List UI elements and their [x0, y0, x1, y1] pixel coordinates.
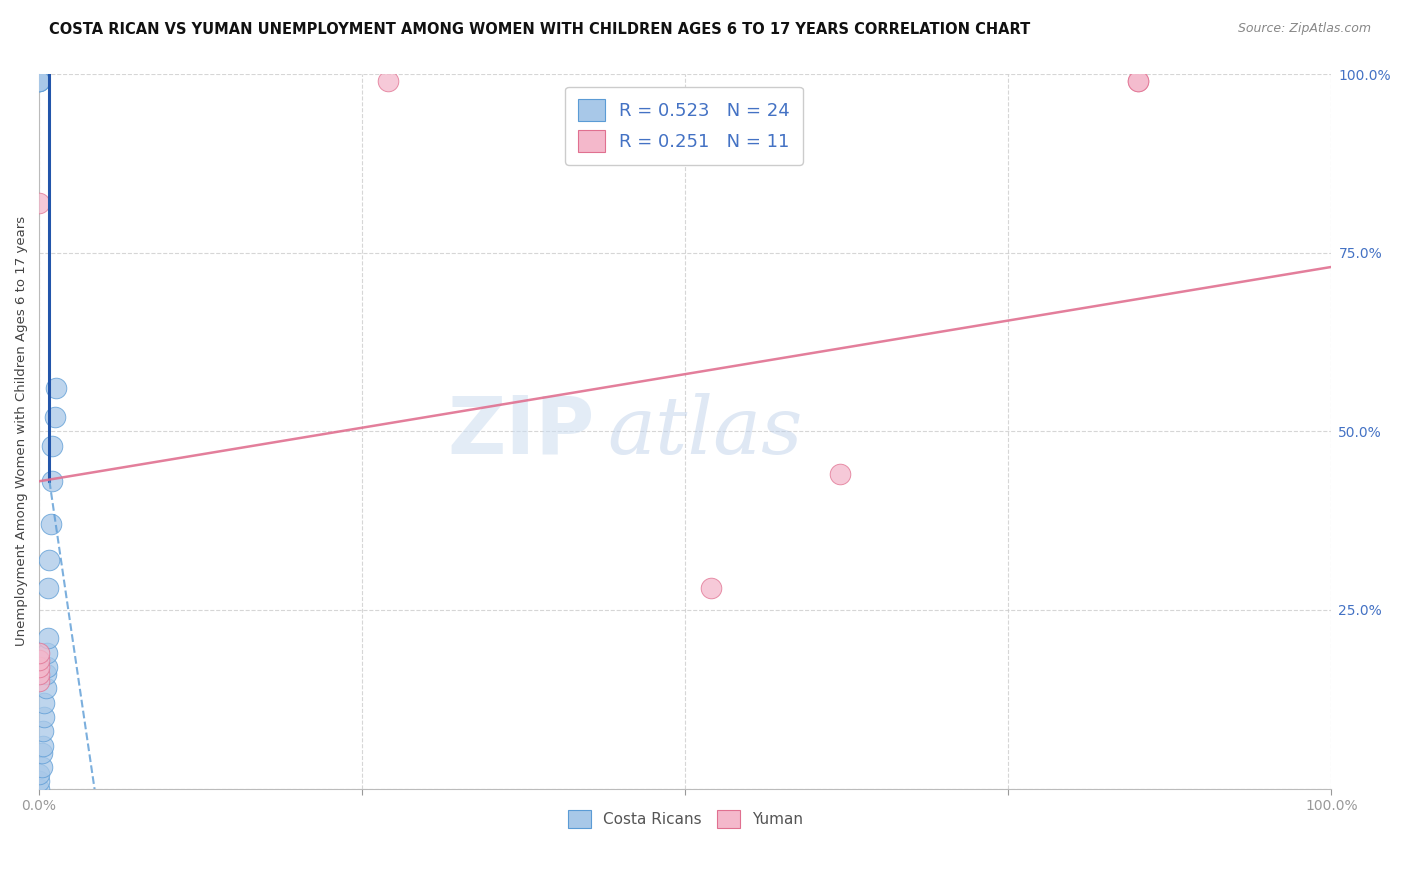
Point	[34, 667, 56, 681]
Point	[700, 582, 723, 596]
Point	[32, 739, 55, 753]
Y-axis label: Unemployment Among Women with Children Ages 6 to 17 years: Unemployment Among Women with Children A…	[15, 216, 28, 647]
Point	[37, 632, 59, 646]
Point	[28, 74, 51, 88]
Legend: Costa Ricans, Yuman: Costa Ricans, Yuman	[561, 804, 808, 835]
Point	[35, 660, 58, 674]
Point	[32, 710, 55, 724]
Point	[32, 696, 55, 710]
Point	[41, 475, 63, 489]
Point	[39, 517, 62, 532]
Point	[830, 467, 852, 482]
Point	[1126, 74, 1149, 88]
Point	[28, 767, 51, 781]
Text: ZIP: ZIP	[447, 392, 595, 470]
Point	[377, 74, 399, 88]
Point	[28, 781, 51, 796]
Point	[35, 646, 58, 660]
Point	[41, 439, 63, 453]
Point	[28, 653, 51, 667]
Point	[38, 553, 60, 567]
Point	[1126, 74, 1149, 88]
Point	[34, 681, 56, 696]
Text: Source: ZipAtlas.com: Source: ZipAtlas.com	[1237, 22, 1371, 36]
Point	[31, 746, 53, 760]
Point	[28, 660, 51, 674]
Point	[28, 674, 51, 689]
Point	[45, 381, 67, 395]
Point	[28, 74, 51, 88]
Point	[31, 760, 53, 774]
Text: atlas: atlas	[607, 392, 803, 470]
Point	[28, 774, 51, 789]
Point	[28, 74, 51, 88]
Point	[28, 667, 51, 681]
Point	[37, 582, 59, 596]
Point	[32, 724, 55, 739]
Point	[28, 195, 51, 210]
Point	[28, 646, 51, 660]
Text: COSTA RICAN VS YUMAN UNEMPLOYMENT AMONG WOMEN WITH CHILDREN AGES 6 TO 17 YEARS C: COSTA RICAN VS YUMAN UNEMPLOYMENT AMONG …	[49, 22, 1031, 37]
Point	[44, 409, 66, 424]
